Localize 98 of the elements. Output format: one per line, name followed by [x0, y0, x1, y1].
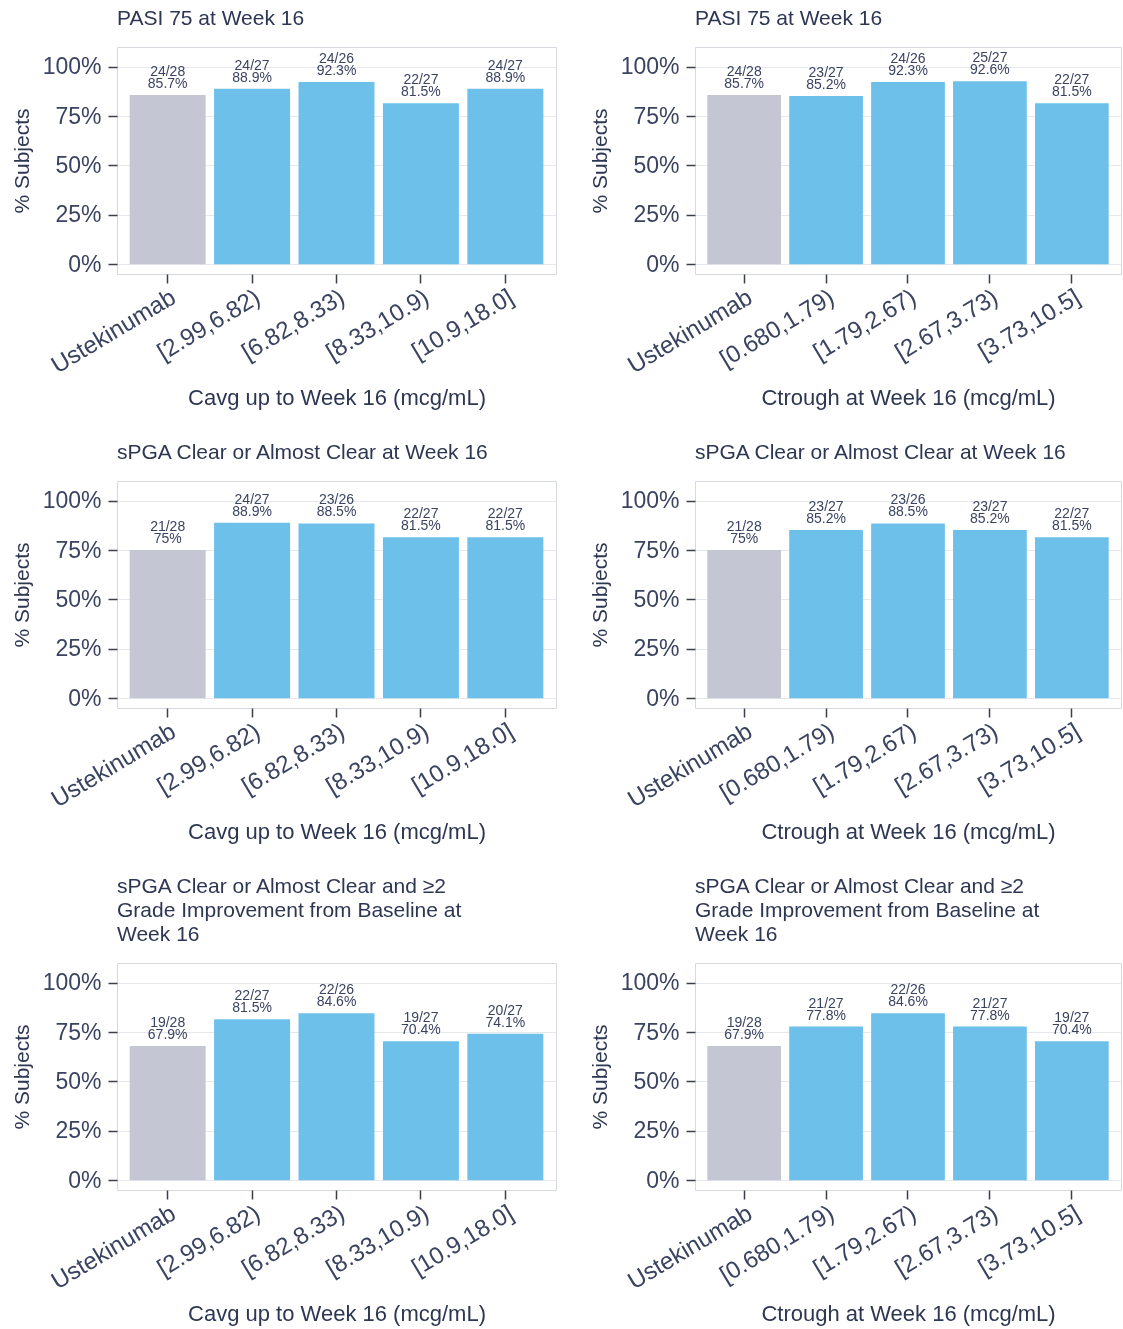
- y-tick-label: 50%: [55, 151, 102, 178]
- data-label: 23/26 88.5%: [888, 491, 928, 520]
- bar: [129, 1046, 206, 1181]
- data-label: 23/26 88.5%: [316, 491, 357, 520]
- bar: [953, 81, 1027, 265]
- data-label: 24/28 85.7%: [724, 62, 765, 91]
- data-label: 23/27 85.2%: [806, 497, 846, 526]
- data-label: 24/27 88.9%: [232, 490, 272, 519]
- data-label: 22/27 81.5%: [232, 987, 272, 1016]
- data-label: 19/28 67.9%: [724, 1014, 765, 1043]
- bar: [707, 1046, 782, 1181]
- bar: [214, 522, 291, 699]
- y-axis-title: % Subjects: [9, 1024, 33, 1130]
- bar: [953, 1026, 1027, 1181]
- data-label: 21/28 75%: [150, 518, 186, 547]
- y-tick-label: 100%: [620, 969, 680, 996]
- data-label: 23/27 85.2%: [970, 497, 1010, 526]
- data-label: 22/27 81.5%: [1051, 71, 1092, 100]
- y-tick-label: 75%: [55, 536, 102, 563]
- chart-title: sPGA Clear or Almost Clear at Week 16: [695, 440, 1066, 463]
- data-label: 22/26 84.6%: [316, 981, 357, 1010]
- y-tick-label: 50%: [633, 151, 680, 178]
- data-label: 19/28 67.9%: [147, 1014, 188, 1043]
- y-axis-title: % Subjects: [587, 108, 611, 214]
- y-tick-label: 25%: [55, 635, 102, 662]
- x-axis-title: Ctrough at Week 16 (mcg/mL): [761, 1301, 1056, 1327]
- y-tick-label: 75%: [633, 1018, 680, 1045]
- data-label: 24/26 92.3%: [888, 49, 928, 78]
- data-label: 21/27 77.8%: [806, 994, 846, 1023]
- y-tick-label: 50%: [55, 1067, 102, 1094]
- y-tick-label: 100%: [620, 487, 680, 514]
- y-tick-label: 50%: [55, 585, 102, 612]
- bar: [214, 1019, 291, 1181]
- x-axis-title: Cavg up to Week 16 (mcg/mL): [188, 1301, 486, 1327]
- data-label: 22/27 81.5%: [485, 505, 526, 534]
- y-axis-title: % Subjects: [9, 108, 33, 214]
- bar: [707, 94, 782, 265]
- data-label: 22/27 81.5%: [401, 71, 441, 100]
- data-label: 19/27 70.4%: [1051, 1009, 1092, 1038]
- x-axis-title: Cavg up to Week 16 (mcg/mL): [188, 385, 486, 411]
- y-tick-label: 25%: [55, 201, 102, 228]
- data-label: 22/26 84.6%: [888, 981, 928, 1010]
- bar: [129, 550, 206, 699]
- y-tick-label: 50%: [633, 585, 680, 612]
- y-tick-label: 25%: [55, 1117, 102, 1144]
- data-label: 22/27 81.5%: [1051, 505, 1092, 534]
- data-label: 23/27 85.2%: [806, 63, 846, 92]
- bar: [298, 1013, 375, 1181]
- y-axis-title: % Subjects: [587, 1024, 611, 1130]
- data-label: 20/27 74.1%: [485, 1001, 526, 1030]
- x-axis-title: Ctrough at Week 16 (mcg/mL): [761, 819, 1056, 845]
- x-axis-title: Cavg up to Week 16 (mcg/mL): [188, 819, 486, 845]
- bar: [467, 1033, 544, 1181]
- y-tick-label: 0%: [68, 1166, 102, 1193]
- data-label: 19/27 70.4%: [401, 1009, 441, 1038]
- y-tick-label: 0%: [68, 250, 102, 277]
- bar: [1034, 103, 1109, 265]
- y-tick-label: 75%: [55, 1018, 102, 1045]
- y-tick-label: 0%: [646, 250, 680, 277]
- bar: [382, 1041, 459, 1181]
- data-label: 25/27 92.6%: [970, 49, 1010, 78]
- data-label: 24/28 85.7%: [147, 62, 188, 91]
- data-label: 24/27 88.9%: [232, 56, 272, 85]
- y-tick-label: 25%: [633, 1117, 680, 1144]
- chart-title: sPGA Clear or Almost Clear and ≥2 Grade Improvement from Baseline at Week 16: [117, 874, 462, 945]
- bar: [298, 523, 375, 699]
- bar: [1034, 1041, 1109, 1181]
- y-tick-label: 50%: [633, 1067, 680, 1094]
- y-tick-label: 75%: [633, 536, 680, 563]
- data-label: 24/27 88.9%: [485, 56, 526, 85]
- bar: [871, 1013, 945, 1181]
- bar: [789, 95, 863, 265]
- bar: [871, 81, 945, 265]
- y-tick-label: 0%: [646, 684, 680, 711]
- y-tick-label: 100%: [42, 487, 102, 514]
- y-axis-title: % Subjects: [587, 542, 611, 648]
- y-tick-label: 0%: [68, 684, 102, 711]
- y-axis-title: % Subjects: [9, 542, 33, 648]
- bar: [467, 537, 544, 699]
- y-tick-label: 75%: [633, 102, 680, 129]
- y-tick-label: 25%: [633, 201, 680, 228]
- data-label: 21/28 75%: [726, 518, 762, 547]
- chart-title: PASI 75 at Week 16: [117, 6, 305, 29]
- y-tick-label: 0%: [646, 1166, 680, 1193]
- y-tick-label: 25%: [633, 635, 680, 662]
- chart-title: sPGA Clear or Almost Clear at Week 16: [117, 440, 488, 463]
- chart-title: sPGA Clear or Almost Clear and ≥2 Grade Improvement from Baseline at Week 16: [695, 874, 1040, 945]
- chart-title: PASI 75 at Week 16: [695, 6, 883, 29]
- y-tick-label: 75%: [55, 102, 102, 129]
- data-label: 24/26 92.3%: [316, 49, 357, 78]
- bar: [382, 537, 459, 699]
- y-tick-label: 100%: [42, 53, 102, 80]
- data-label: 21/27 77.8%: [970, 994, 1010, 1023]
- x-axis-title: Ctrough at Week 16 (mcg/mL): [761, 385, 1056, 411]
- bar: [789, 1026, 863, 1181]
- y-tick-label: 100%: [42, 969, 102, 996]
- data-label: 22/27 81.5%: [401, 505, 441, 534]
- y-tick-label: 100%: [620, 53, 680, 80]
